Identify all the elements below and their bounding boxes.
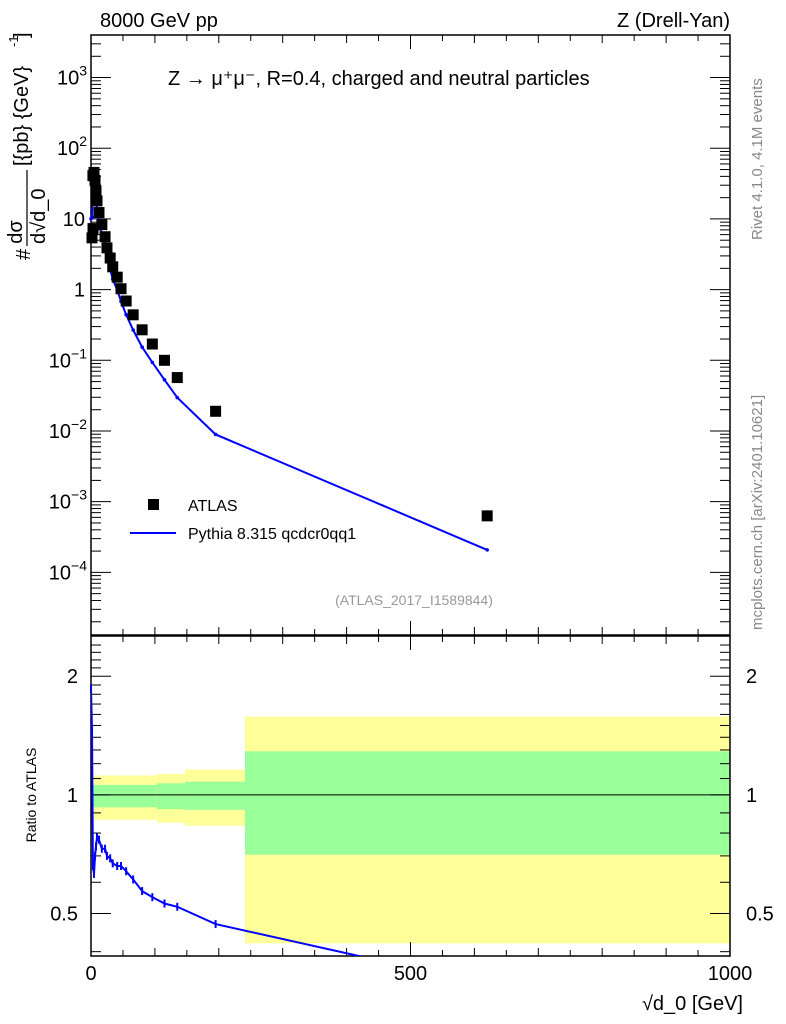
plot-title: Z → μ⁺μ⁻, R=0.4, charged and neutral par… — [168, 68, 590, 90]
pythia-point — [90, 215, 94, 219]
y-tick-label: 103 — [57, 63, 87, 90]
pythia-point — [124, 312, 128, 317]
atlas-point — [96, 219, 108, 231]
header-left: 8000 GeV pp — [100, 10, 218, 32]
atlas-point — [86, 232, 98, 244]
stat-uncertainty-band — [91, 784, 157, 808]
ratio-y-tick-label-right: 2 — [746, 666, 757, 688]
ratio-y-tick-label-left: 0.5 — [50, 903, 78, 925]
ratio-y-tick-label-left: 2 — [67, 666, 78, 688]
atlas-point — [136, 324, 148, 336]
ratio-y-tick-label-right: 1 — [746, 785, 757, 807]
y-tick-label: 10−3 — [49, 487, 87, 514]
stat-uncertainty-band — [156, 783, 185, 810]
y-tick-label: 10−2 — [49, 416, 87, 443]
ratio-y-tick-label-left: 1 — [67, 785, 78, 807]
atlas-point — [91, 195, 103, 207]
header-right: Z (Drell-Yan) — [617, 10, 730, 32]
atlas-point — [101, 242, 113, 254]
pythia-point — [485, 548, 489, 552]
pythia-point — [150, 360, 155, 365]
pythia-point — [162, 377, 167, 382]
atlas-point — [107, 261, 119, 273]
x-tick-label: 500 — [394, 963, 427, 985]
atlas-point — [93, 207, 105, 219]
atlas-point — [99, 231, 111, 243]
y-tick-label: 1 — [74, 280, 85, 302]
pythia-point — [175, 395, 180, 400]
atlas-point — [104, 252, 116, 264]
ratio-uncertainty-bands — [91, 716, 730, 944]
atlas-point — [120, 295, 132, 307]
atlas-point — [127, 309, 139, 321]
ylabel-denominator: d√d_0 — [28, 189, 50, 244]
rivet-version-text: Rivet 4.1.0, 4.1M events — [749, 78, 766, 240]
atlas-point — [89, 174, 101, 186]
pythia-line — [90, 183, 488, 551]
legend-atlas-label: ATLAS — [188, 498, 238, 515]
y-tick-label: 102 — [57, 133, 87, 160]
ylabel-close: ] — [11, 32, 33, 38]
x-tick-label: 0 — [85, 963, 96, 985]
y-tick-label: 10−4 — [49, 557, 87, 584]
pythia-point — [213, 432, 218, 437]
atlas-point — [115, 283, 127, 295]
y-tick-label: 10 — [63, 209, 85, 231]
ylabel-exponent: -1 — [6, 35, 21, 47]
atlas-point — [90, 185, 102, 197]
ratio-y-tick-label-right: 0.5 — [746, 903, 774, 925]
ratio-y-axis-label: Ratio to ATLAS — [23, 748, 39, 843]
atlas-point — [210, 405, 222, 417]
atlas-point — [158, 354, 170, 366]
main-y-axis-label: # dσ d√d_0 [{pb} {GeV} -1 ] — [5, 32, 50, 260]
mcplots-credit-text: mcplots.cern.ch [arXiv:2401.10621] — [749, 395, 766, 630]
chart-marks — [86, 166, 493, 956]
atlas-point — [171, 372, 183, 384]
atlas-point — [146, 338, 158, 350]
analysis-watermark: (ATLAS_2017_I1589844) — [335, 592, 493, 608]
x-axis-label: √d_0 [GeV] — [642, 993, 743, 1015]
stat-uncertainty-band — [244, 751, 730, 855]
atlas-point — [481, 510, 493, 522]
pythia-point — [131, 328, 135, 332]
legend-atlas-marker — [148, 499, 159, 510]
ylabel-numerator: dσ — [5, 220, 27, 244]
main-plot-frame — [90, 34, 731, 636]
legend: ATLAS Pythia 8.315 qcdcr0qq1 — [130, 498, 356, 543]
atlas-point — [111, 271, 123, 283]
pythia-point — [140, 345, 144, 349]
ylabel-hash: # — [13, 248, 35, 260]
x-tick-label: 1000 — [708, 963, 753, 985]
ylabel-units: [{pb} {GeV} — [11, 66, 33, 166]
atlas-point — [88, 166, 100, 178]
y-tick-label: 10−1 — [49, 345, 87, 372]
legend-pythia-label: Pythia 8.315 qcdcr0qq1 — [188, 526, 356, 543]
stat-uncertainty-band — [184, 781, 245, 810]
atlas-point — [87, 223, 99, 235]
